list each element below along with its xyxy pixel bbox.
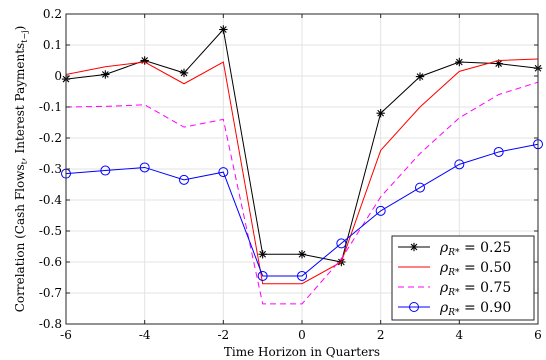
legend-entry: ρR* = 0.90 [398, 300, 511, 318]
legend-symbol: ρ [439, 240, 449, 256]
legend-box [391, 235, 535, 321]
series-line [65, 81, 539, 305]
legend-label: ρR* = 0.90 [439, 300, 511, 318]
x-tick-label: 4 [456, 328, 464, 342]
legend-subscript: R* [447, 268, 460, 278]
y-axis-title: Correlation (Cash Flowst, Interest Payme… [13, 26, 29, 313]
legend-value: = 0.25 [460, 240, 512, 256]
y-tick-label: 0 [54, 69, 62, 83]
y-tick-label: -0.4 [39, 193, 63, 207]
circle-marker [257, 270, 268, 281]
circle-marker [297, 270, 307, 281]
x-tick-label: -4 [139, 328, 151, 342]
x-tick-label: -2 [217, 328, 229, 342]
circle-marker [179, 174, 189, 185]
y-tick-label: -0.5 [39, 224, 62, 238]
star-marker [376, 109, 385, 118]
star-marker [409, 242, 419, 252]
legend-subscript: R* [447, 288, 460, 298]
star-marker [258, 250, 267, 259]
circle-marker [454, 159, 465, 170]
y-tick-label: -0.1 [39, 100, 62, 114]
legend-symbol: ρ [439, 280, 449, 296]
legend-entry: ρR* = 0.25 [398, 240, 511, 258]
star-marker [179, 68, 189, 78]
legend-symbol: ρ [439, 300, 449, 316]
x-tick-label: 2 [377, 328, 385, 342]
x-tick-label: 6 [534, 328, 542, 342]
y-tick-label: -0.8 [39, 317, 62, 331]
circle-marker [218, 167, 229, 178]
y-axis-title-sub2: t−j [20, 30, 29, 42]
circle-marker [100, 165, 111, 176]
y-axis-title-end: ) [13, 26, 27, 31]
y-tick-label: 0.2 [43, 7, 62, 21]
y-axis-title-main: Correlation (Cash Flows [13, 164, 27, 312]
y-tick-label: -0.2 [39, 131, 62, 145]
star-marker [140, 56, 149, 65]
legend-subscript: R* [447, 248, 460, 258]
x-axis-title: Time Horizon in Quarters [224, 345, 380, 359]
legend-value: = 0.75 [460, 280, 512, 296]
legend-symbol: ρ [439, 260, 449, 276]
y-axis-title-sub1: t [20, 160, 29, 164]
y-tick-label: 0.1 [43, 38, 62, 52]
legend-entry: ρR* = 0.75 [398, 280, 511, 298]
axis-ticks: -6 -4 -2 0 2 4 6 -0.8 -0.7 -0.6 -0.5 -0.4 -0.3 -0.2 -0… [39, 7, 542, 342]
y-tick-label: -0.7 [39, 286, 62, 300]
circle-marker [375, 205, 386, 216]
series-3 [65, 81, 539, 305]
x-tick-label: 0 [298, 328, 306, 342]
x-tick-label: -6 [60, 328, 72, 342]
star-marker [455, 57, 464, 67]
y-axis-title-mid: , Interest Payments [13, 43, 27, 161]
legend-subscript: R* [447, 308, 460, 318]
y-tick-label: -0.3 [39, 162, 62, 176]
legend-label: ρR* = 0.25 [439, 240, 511, 258]
legend-value: = 0.90 [460, 300, 512, 316]
legend-label: ρR* = 0.50 [439, 260, 511, 278]
star-marker [219, 25, 228, 34]
star-marker [101, 70, 110, 79]
star-marker [415, 72, 425, 81]
legend-value: = 0.50 [460, 260, 512, 276]
circle-marker [139, 162, 150, 173]
legend-entry: ρR* = 0.50 [398, 260, 511, 278]
star-marker [297, 250, 307, 259]
series-layer [61, 25, 543, 305]
series-line [65, 58, 539, 285]
circle-marker [493, 146, 504, 157]
legend-label: ρR* = 0.75 [439, 280, 511, 298]
series-2 [65, 58, 539, 285]
circle-marker [336, 238, 347, 249]
circle-marker [415, 182, 425, 193]
series-line [65, 143, 539, 277]
y-tick-label: -0.6 [39, 255, 62, 269]
circle-marker [409, 302, 419, 312]
